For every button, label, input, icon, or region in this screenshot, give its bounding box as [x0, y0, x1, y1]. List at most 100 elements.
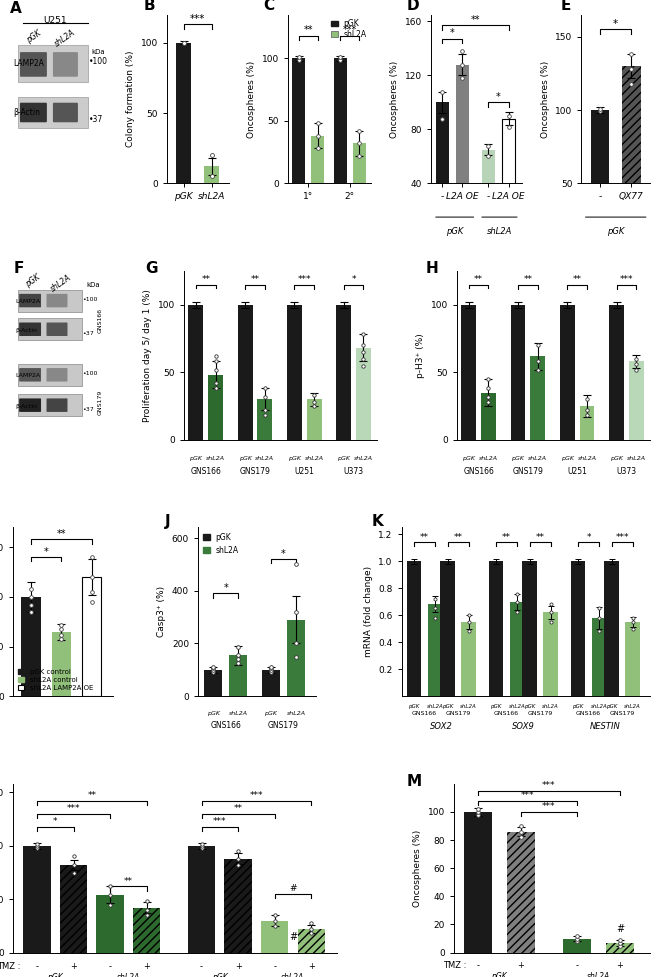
Point	[595, 101, 605, 116]
Point	[626, 76, 637, 92]
Bar	[18, 98, 88, 128]
Point	[68, 865, 79, 880]
Bar	[629, 361, 644, 440]
Bar	[292, 59, 305, 184]
Point	[504, 119, 514, 135]
Point	[291, 636, 302, 652]
FancyBboxPatch shape	[19, 399, 41, 412]
Point	[594, 601, 605, 616]
Bar	[543, 613, 558, 697]
Text: GNS166: GNS166	[463, 467, 494, 476]
Bar	[261, 920, 288, 953]
Text: shL2A: shL2A	[53, 28, 77, 49]
Text: *: *	[450, 28, 455, 38]
Text: **: **	[234, 804, 243, 813]
Text: •37: •37	[82, 406, 94, 412]
Text: shL2A: shL2A	[487, 228, 512, 236]
FancyBboxPatch shape	[46, 368, 67, 382]
Text: pGK: pGK	[524, 704, 535, 709]
Point	[457, 70, 467, 86]
Bar	[189, 305, 203, 440]
Text: pGK: pGK	[25, 28, 43, 45]
Bar	[511, 305, 525, 440]
Bar	[82, 577, 102, 697]
Text: ***: ***	[249, 791, 263, 800]
Bar	[224, 859, 252, 953]
Point	[512, 605, 523, 620]
Text: pGK: pGK	[337, 456, 350, 461]
Point	[233, 648, 244, 663]
Legend: pGK, shL2A: pGK, shL2A	[330, 19, 368, 39]
Point	[504, 108, 514, 124]
Point	[335, 49, 346, 64]
Point	[572, 933, 582, 949]
Text: GNS179: GNS179	[527, 711, 553, 716]
Text: •37: •37	[82, 331, 94, 336]
Point	[211, 381, 221, 397]
Bar	[591, 110, 609, 257]
Text: G: G	[145, 261, 158, 276]
Point	[483, 381, 494, 397]
Point	[312, 141, 323, 156]
Bar	[482, 149, 495, 237]
Point	[26, 589, 36, 605]
Point	[483, 138, 494, 153]
Point	[358, 326, 369, 342]
Bar	[18, 394, 82, 416]
Text: -: -	[576, 961, 578, 970]
Text: ***: ***	[542, 782, 556, 790]
Point	[483, 149, 494, 164]
Text: •100: •100	[82, 371, 98, 376]
Text: M: M	[407, 774, 422, 788]
Bar	[60, 865, 87, 953]
Text: GNS166: GNS166	[211, 721, 241, 730]
Point	[26, 597, 36, 613]
FancyBboxPatch shape	[20, 52, 47, 77]
Point	[56, 631, 67, 647]
Point	[354, 136, 364, 151]
Point	[293, 49, 304, 64]
Point	[291, 649, 302, 664]
Point	[358, 351, 369, 366]
Point	[259, 381, 270, 397]
Text: •37: •37	[88, 114, 103, 124]
Bar	[456, 64, 469, 237]
Text: #: #	[616, 924, 624, 934]
Text: *: *	[223, 583, 228, 593]
Y-axis label: Casp3⁺ (%): Casp3⁺ (%)	[157, 586, 166, 637]
Point	[233, 857, 244, 872]
Point	[141, 902, 152, 917]
Point	[533, 361, 543, 377]
Bar	[604, 561, 619, 697]
Text: U251: U251	[567, 467, 587, 476]
Bar	[287, 305, 302, 440]
FancyBboxPatch shape	[53, 52, 78, 77]
Text: GNS166: GNS166	[97, 308, 102, 332]
Text: pGK: pGK	[24, 273, 42, 289]
Point	[208, 660, 218, 676]
Text: pGK: pGK	[189, 456, 203, 461]
Bar	[609, 305, 624, 440]
Text: -: -	[476, 961, 479, 970]
Point	[515, 824, 526, 839]
Point	[631, 361, 642, 377]
Text: C: C	[263, 0, 275, 13]
Point	[358, 344, 369, 360]
Point	[56, 620, 67, 636]
Text: β-Actin: β-Actin	[15, 404, 37, 408]
Text: shL2A: shL2A	[305, 456, 323, 461]
Bar	[570, 561, 585, 697]
Y-axis label: Oncospheres (%): Oncospheres (%)	[390, 61, 399, 138]
Text: pGK: pGK	[561, 456, 574, 461]
Point	[473, 801, 483, 817]
Legend: pGK control, shL2A control, shL2A LAMP2A OE: pGK control, shL2A control, shL2A LAMP2A…	[16, 667, 94, 693]
Text: pGK: pGK	[572, 704, 583, 709]
FancyBboxPatch shape	[20, 103, 47, 122]
Point	[437, 110, 447, 126]
FancyBboxPatch shape	[19, 322, 41, 336]
Point	[86, 594, 97, 610]
Text: pGK: pGK	[442, 704, 453, 709]
Point	[207, 168, 217, 184]
Text: shL2A: shL2A	[509, 704, 525, 709]
Legend: pGK, shL2A: pGK, shL2A	[202, 531, 240, 556]
